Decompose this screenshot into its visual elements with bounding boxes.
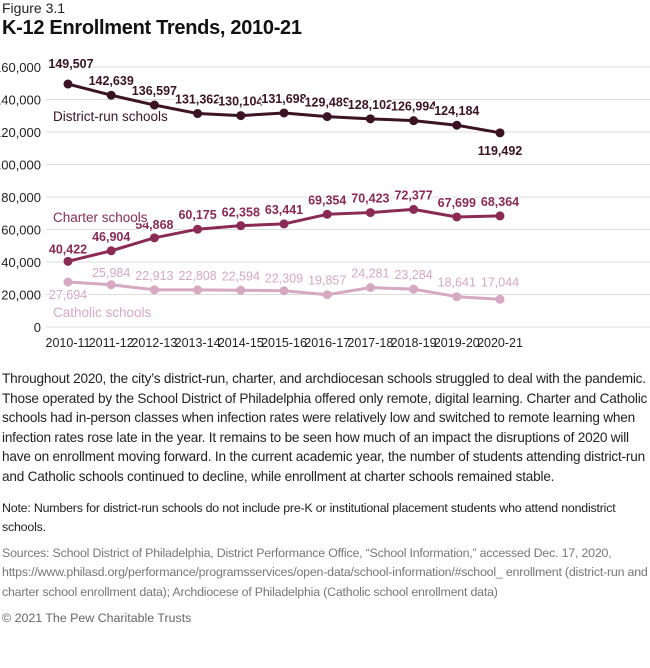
data-point [322,112,332,122]
x-tick-label: 2014-15 [218,336,264,350]
data-label: 63,441 [265,203,303,217]
chart-sources: Sources: School District of Philadelphia… [2,545,648,599]
data-point [365,114,375,124]
y-tick-label: 80,000 [1,190,41,205]
data-label: 70,423 [351,192,389,206]
data-label: 67,699 [438,196,476,210]
data-label: 72,377 [394,188,432,202]
data-label: 62,358 [222,206,260,220]
data-label: 25,984 [92,266,130,280]
x-tick-label: 2012-13 [131,336,177,350]
data-label: 126,994 [391,100,436,114]
data-point [322,290,332,300]
data-label: 128,102 [348,98,393,112]
series-label: District-run schools [53,109,168,124]
data-point [149,233,159,243]
y-tick-label: 160,000 [0,60,41,75]
y-tick-label: 100,000 [0,158,41,173]
data-point [409,284,419,294]
y-tick-label: 20,000 [1,288,41,303]
data-point [279,108,289,118]
series-label: Charter schools [53,210,148,225]
data-point [495,211,505,221]
data-label: 136,597 [132,84,177,98]
data-point [193,285,203,295]
data-point [495,294,505,304]
data-point [452,212,462,222]
data-label: 142,639 [89,74,134,88]
x-tick-label: 2010-11 [46,336,91,350]
x-tick-label: 2016-17 [304,336,350,350]
data-label: 22,594 [222,269,260,283]
y-tick-label: 0 [34,320,41,335]
data-point [63,256,73,266]
data-label: 46,904 [92,230,130,244]
data-label: 69,354 [308,193,346,207]
data-label: 22,913 [135,269,173,283]
y-tick-label: 60,000 [1,223,41,238]
y-tick-label: 120,000 [0,125,41,140]
data-point [149,285,159,295]
data-point [193,224,203,234]
y-tick-label: 140,000 [0,93,41,108]
data-point [365,283,375,293]
data-point [63,79,73,89]
x-tick-label: 2020-21 [477,336,523,350]
x-tick-label: 2018-19 [391,336,437,350]
data-point [63,277,73,287]
data-label: 130,104 [218,95,263,109]
series-label: Catholic schools [53,305,152,320]
data-point [106,280,116,290]
data-label: 131,698 [261,92,306,106]
data-label: 131,362 [175,93,220,107]
data-point [495,128,505,138]
chart-note: Note: Numbers for district-run schools d… [2,500,616,535]
data-point [236,285,246,295]
chart-title: K-12 Enrollment Trends, 2010-21 [2,17,302,39]
data-point [279,286,289,296]
line-chart: 0 20,000 40,000 60,000 80,000 100,000 120,000 1… [0,56,650,350]
x-tick-label: 2015-16 [261,336,307,350]
data-point [236,111,246,121]
data-label: 54,868 [135,218,173,232]
data-label: 129,489 [305,96,350,110]
body-paragraph: Throughout 2020, the city’s district-run… [2,371,648,484]
data-label: 149,507 [48,57,93,71]
x-tick-label: 2019-20 [434,336,480,350]
data-label: 17,044 [481,275,519,289]
x-tick-label: 2017-18 [347,336,393,350]
data-point [193,109,203,119]
data-point [409,116,419,126]
data-label: 22,309 [265,272,303,286]
data-label: 18,641 [438,276,476,290]
data-label: 22,808 [178,269,216,283]
data-point [452,120,462,130]
data-label: 60,175 [178,208,216,222]
data-point [236,221,246,231]
copyright: © 2021 The Pew Charitable Trusts [2,611,192,626]
data-point [409,204,419,214]
x-tick-label: 2013-14 [175,336,221,350]
data-label: 19,857 [308,274,346,288]
data-label: 119,492 [478,144,523,158]
y-tick-label: 40,000 [1,255,41,270]
data-point [322,209,332,219]
data-label: 23,284 [394,268,432,282]
figure-label: Figure 3.1 [2,0,66,16]
data-label: 40,422 [49,242,87,256]
data-point [149,100,159,110]
data-point [106,246,116,256]
data-point [365,208,375,218]
data-point [106,90,116,100]
data-point [452,292,462,302]
data-label: 24,281 [351,267,389,281]
x-tick-label: 2011-12 [89,336,134,350]
data-point [279,219,289,229]
data-label: 68,364 [481,195,519,209]
data-label: 124,184 [434,104,479,118]
data-label: 27,694 [49,288,87,302]
text-section: Throughout 2020, the city’s district-run… [2,369,648,626]
